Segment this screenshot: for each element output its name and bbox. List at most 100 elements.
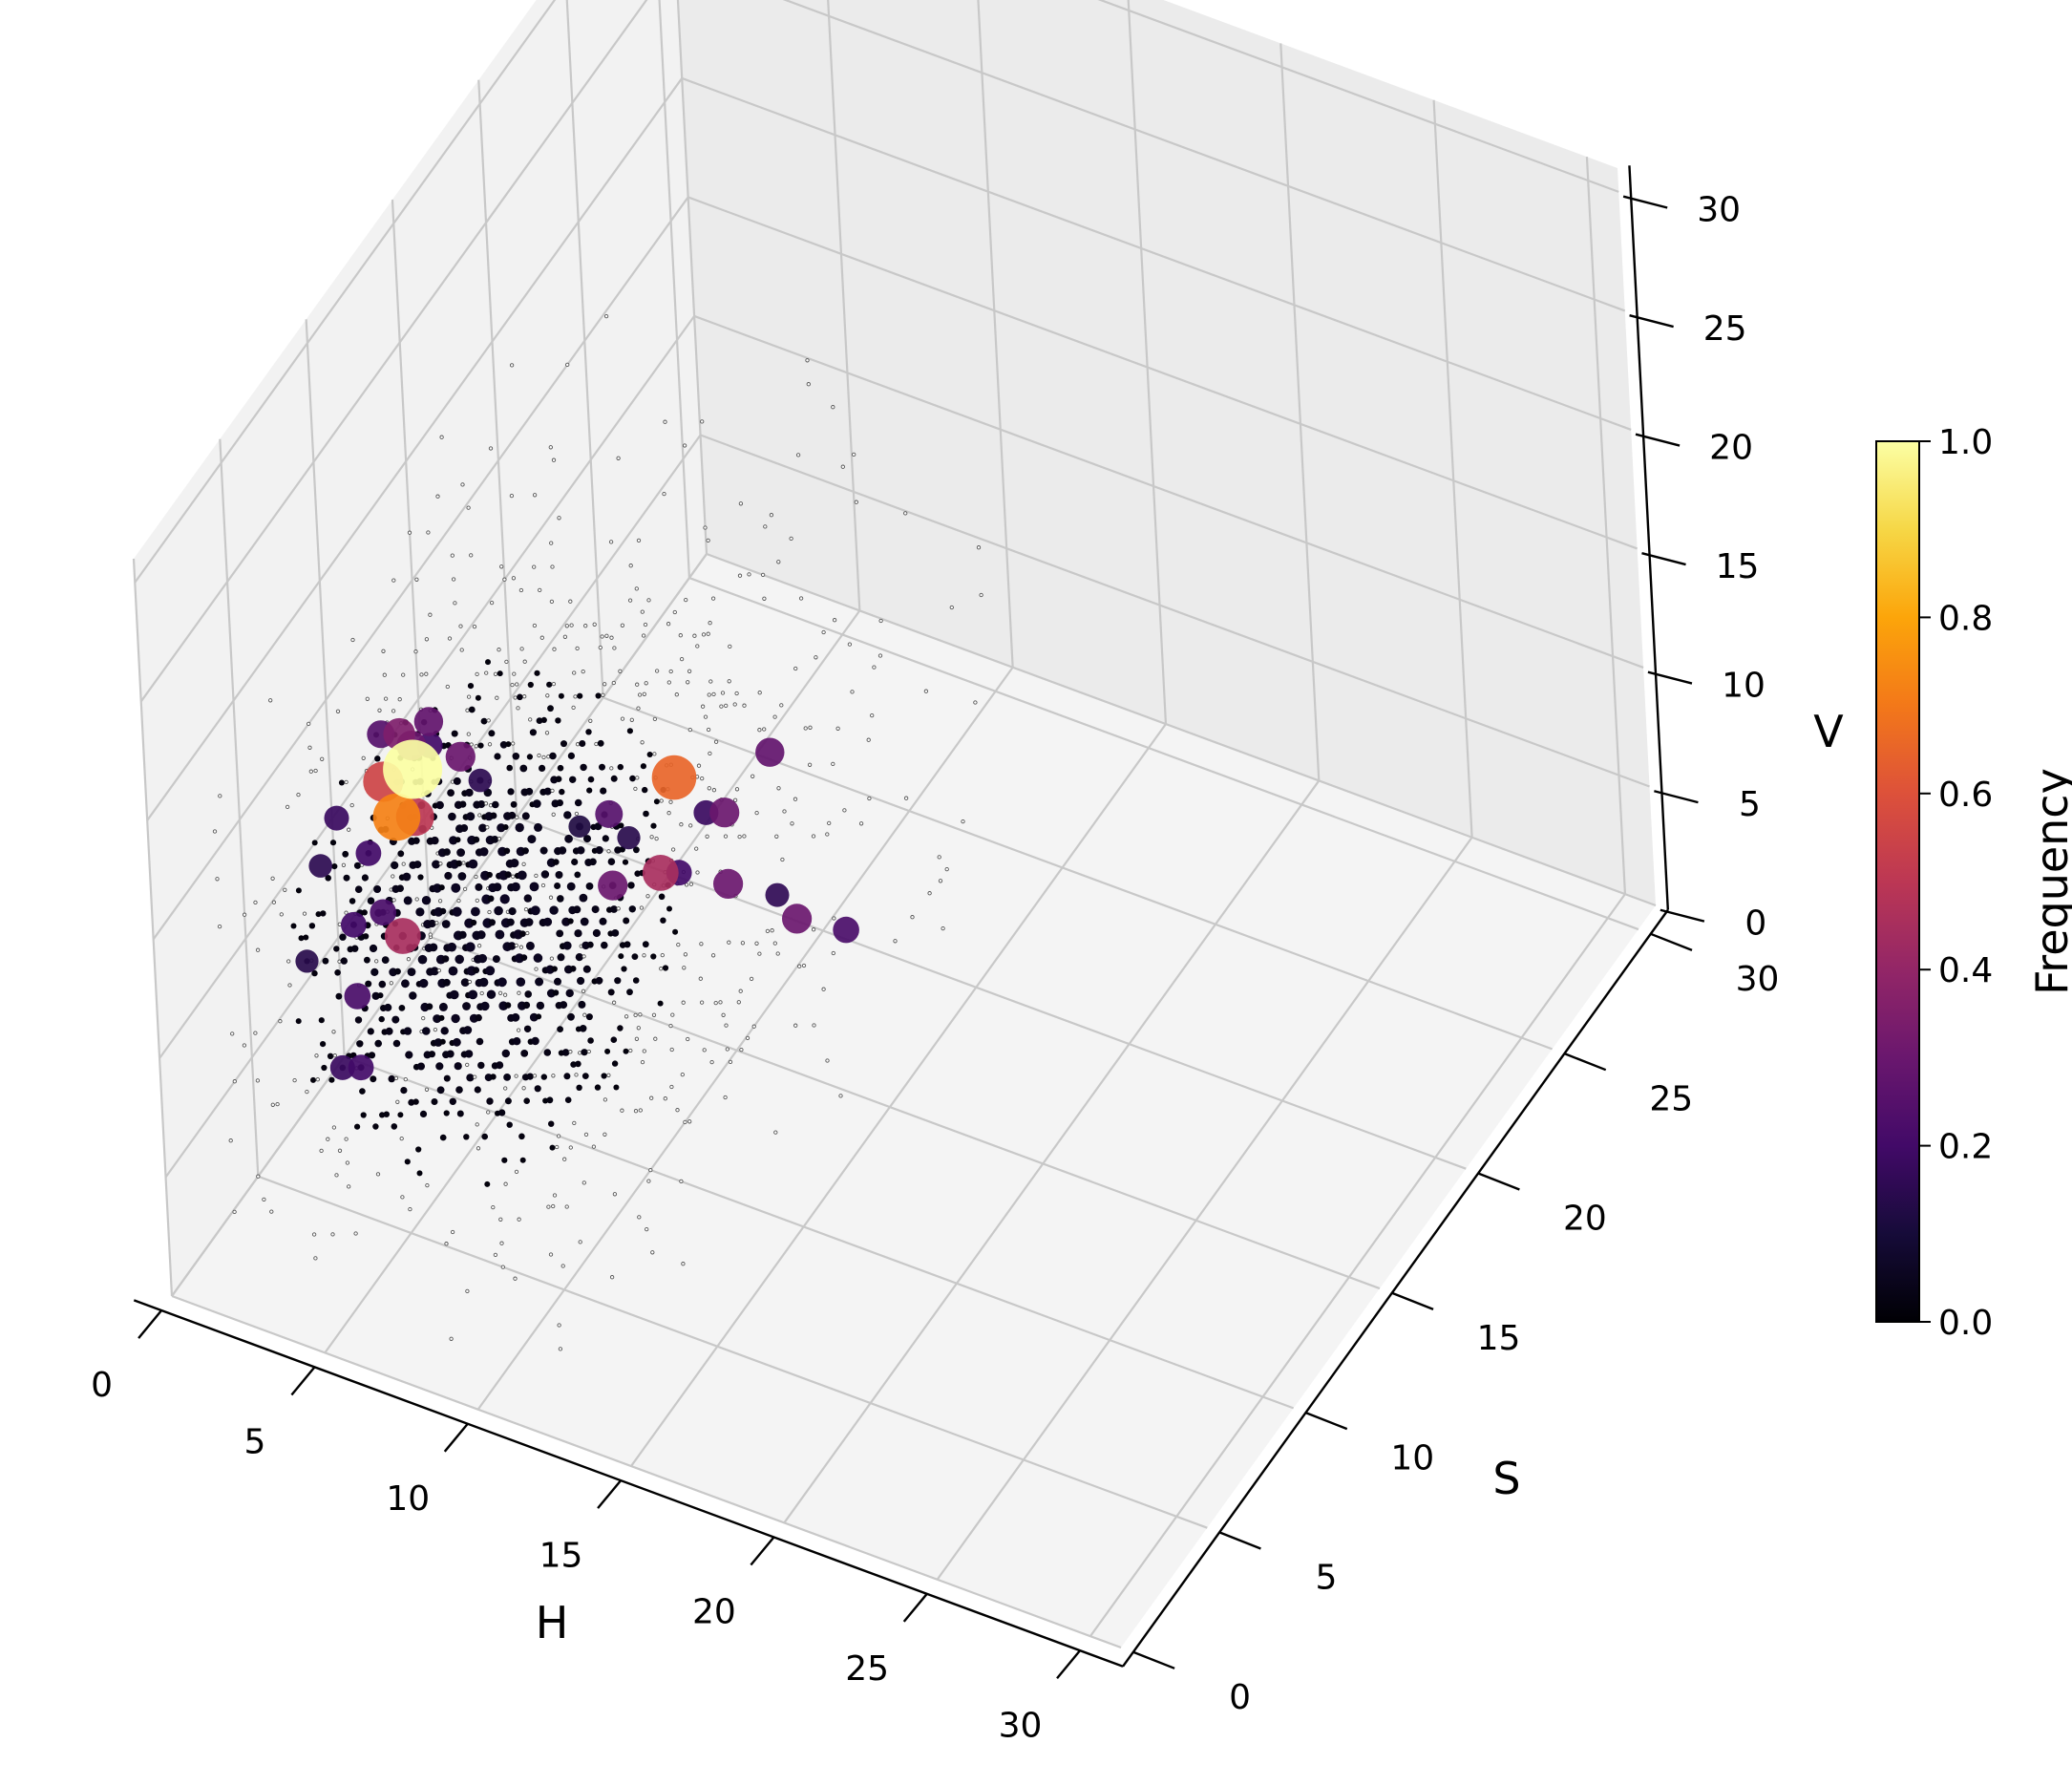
- scatter-point: [522, 1001, 531, 1010]
- scatter-point: [217, 924, 222, 929]
- scatter-point: [745, 1035, 751, 1041]
- scatter-point: [636, 706, 641, 711]
- grid-floor-h: [1089, 893, 1626, 1637]
- scatter-point: [510, 682, 515, 688]
- scatter-point: [516, 706, 520, 711]
- scatter-point: [320, 910, 327, 917]
- scatter-point: [479, 990, 484, 996]
- scatter-point: [354, 1123, 361, 1130]
- scatter-point: [551, 812, 556, 817]
- scatter-point: [762, 727, 767, 732]
- scatter-point: [510, 800, 518, 808]
- scatter-point: [572, 670, 577, 675]
- scatter-point: [215, 877, 220, 882]
- scatter-point: [669, 1084, 674, 1090]
- scatter-point: [518, 587, 524, 593]
- scatter-point: [381, 649, 386, 653]
- scatter-point: [740, 941, 746, 946]
- scatter-point: [854, 500, 858, 504]
- scatter-point: [798, 596, 804, 601]
- scatter-point: [526, 754, 534, 760]
- scatter-point: [449, 1336, 454, 1341]
- scatter-point: [683, 1119, 687, 1125]
- scatter-point: [721, 1012, 726, 1017]
- scatter-point: [271, 900, 277, 904]
- scatter-point: [515, 682, 519, 687]
- scatter-point: [321, 1064, 328, 1072]
- scatter-point: [342, 850, 349, 858]
- scatter-point: [400, 1087, 408, 1095]
- v-tick-label: 0: [1744, 904, 1766, 944]
- scatter-point: [378, 980, 387, 989]
- scatter-point: [459, 800, 467, 808]
- colorbar-tick-label: 0.6: [1938, 776, 1993, 815]
- scatter-point: [486, 1097, 494, 1105]
- scatter-point: [727, 940, 731, 945]
- scatter-point: [370, 968, 379, 977]
- scatter-point: [403, 1076, 408, 1082]
- scatter-point: [686, 680, 690, 685]
- y-axis-label: S: [1492, 1453, 1520, 1504]
- scatter-point: [728, 1059, 733, 1065]
- scatter-point: [757, 691, 762, 695]
- scatter-point: [650, 822, 657, 829]
- scatter-point: [649, 835, 654, 840]
- scatter-point: [512, 671, 517, 676]
- scatter-point: [315, 911, 322, 918]
- scatter-point: [543, 1049, 552, 1056]
- scatter-point: [539, 846, 548, 855]
- scatter-point: [466, 812, 476, 821]
- scatter-point: [540, 1074, 547, 1080]
- scatter-point: [476, 1146, 481, 1151]
- scatter-point: [333, 946, 340, 952]
- scatter-point: [460, 482, 465, 487]
- scatter-point: [658, 893, 666, 901]
- scatter-point: [381, 956, 390, 964]
- scatter-point: [557, 764, 564, 772]
- grid-back-h: [1585, 157, 1627, 895]
- scatter-point: [488, 919, 496, 926]
- scatter-point: [937, 855, 941, 860]
- v-tick-mark: [1629, 314, 1674, 329]
- scatter-point: [616, 906, 621, 911]
- scatter-point: [275, 1101, 280, 1107]
- scatter-point: [429, 943, 438, 952]
- scatter-point: [850, 690, 855, 694]
- scatter-point: [646, 598, 651, 603]
- scatter-point: [391, 861, 399, 870]
- scatter-point: [384, 1003, 392, 1011]
- scatter-point: [392, 1039, 401, 1048]
- h-tick-label: 0: [91, 1366, 113, 1405]
- scatter-point: [504, 871, 512, 879]
- scatter-point: [698, 976, 703, 981]
- scatter-point: [228, 1138, 233, 1143]
- scatter-point: [708, 621, 712, 626]
- scatter-point: [485, 966, 496, 976]
- scatter-point: [532, 1074, 538, 1078]
- scatter-point: [374, 755, 381, 762]
- scatter-point: [616, 456, 621, 460]
- grid-left-v: [152, 196, 689, 941]
- scatter-point: [581, 669, 585, 674]
- scatter-point: [760, 572, 766, 578]
- scatter-point: [607, 989, 615, 996]
- scatter-point: [477, 953, 487, 964]
- scatter-point: [399, 1136, 404, 1141]
- scatter-point: [637, 692, 643, 697]
- scatter-point: [460, 978, 470, 987]
- scatter-point: [353, 861, 362, 869]
- scatter-point: [757, 951, 762, 956]
- scatter-point: [635, 776, 640, 780]
- scatter-point: [581, 1049, 588, 1056]
- scatter-point: [579, 893, 588, 903]
- scatter-point: [520, 954, 528, 961]
- scatter-point: [443, 978, 451, 987]
- scatter-point: [456, 1110, 464, 1117]
- scatter-point: [502, 992, 508, 997]
- scatter-point: [607, 858, 616, 865]
- s-tick-label: 15: [1477, 1319, 1521, 1358]
- scatter-point: [549, 905, 559, 915]
- z-axis-label: V: [1813, 706, 1844, 757]
- scatter-point: [751, 774, 755, 778]
- scatter-point: [459, 648, 464, 652]
